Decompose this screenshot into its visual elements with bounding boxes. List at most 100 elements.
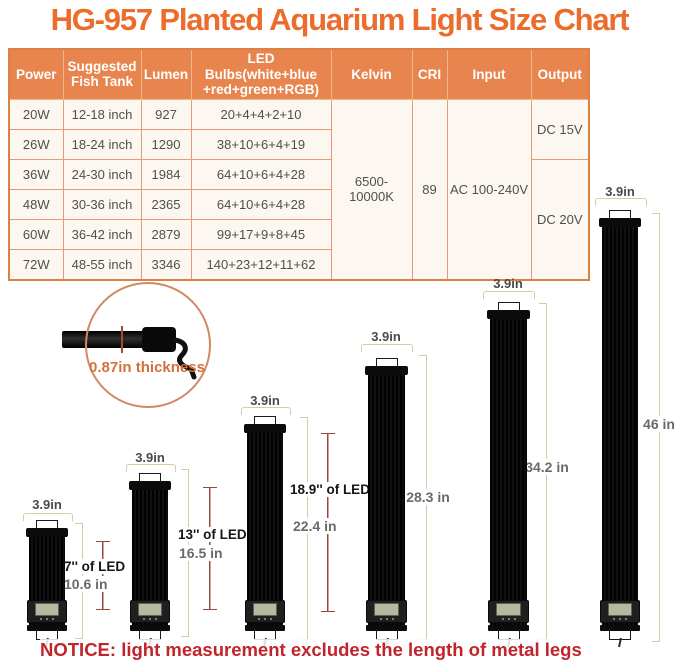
light-5-length-label: 34.2 in (523, 459, 571, 475)
header-led-bulbs: LED Bulbs(white+blue +red+green+RGB) (190, 48, 332, 100)
cell-bulbs: 38+10+6+4+19 (190, 128, 332, 160)
control-buttons (367, 618, 406, 620)
table-row: 20W 12-18 inch 927 20+4+4+2+10 6500-1000… (8, 98, 590, 281)
light-3-length-label: 22.4 in (291, 518, 339, 534)
header-fish-tank: Suggested Fish Tank (62, 48, 142, 100)
output-dc20-value: DC 20V (530, 158, 590, 281)
cell-lumen: 1984 (140, 158, 192, 190)
lcd-display (488, 600, 529, 623)
output-dc15-value: DC 15V (530, 98, 590, 160)
top-cap (365, 366, 408, 375)
cell-bulbs: 20+4+4+2+10 (190, 98, 332, 130)
light-1-width-bracket (23, 513, 73, 521)
lcd-display (600, 600, 640, 623)
bottom-cap (27, 625, 67, 631)
metal-leg-top (36, 520, 58, 531)
header-lumen: Lumen (140, 48, 192, 100)
lcd-screen (374, 603, 399, 616)
top-cap (599, 218, 641, 227)
light-3-bar (244, 416, 286, 648)
metal-leg-top (609, 210, 631, 221)
cri-value: 89 (411, 98, 448, 281)
lcd-screen (137, 603, 163, 616)
metal-leg-top (139, 473, 161, 484)
table-row: 60W 36-42 inch 2879 99+17+9+8+45 (8, 218, 589, 250)
light-2-led-label: 13'' of LED (176, 527, 249, 542)
cell-lumen: 1290 (140, 128, 192, 160)
top-cap (487, 310, 530, 319)
header-power: Power (8, 48, 64, 100)
cell-power: 26W (8, 128, 64, 160)
light-4-width-bracket (361, 344, 413, 352)
control-buttons (131, 618, 169, 620)
header-cri: CRI (411, 48, 448, 100)
cell-tank: 18-24 inch (62, 128, 142, 160)
cell-tank: 12-18 inch (62, 98, 142, 130)
header-input: Input (446, 48, 532, 100)
thickness-callout-circle (85, 282, 211, 408)
power-cord (618, 637, 622, 648)
bottom-cap (366, 625, 407, 631)
header-kelvin: Kelvin (330, 48, 413, 100)
lcd-screen (34, 603, 60, 616)
light-6-length-label: 46 in (641, 416, 677, 432)
thickness-label: 0.87in thickness (89, 359, 205, 376)
top-cap (244, 424, 286, 433)
light-3-led-label: 18.9'' of LED (288, 482, 372, 497)
cell-bulbs: 99+17+9+8+45 (190, 218, 332, 250)
light-4-length-label: 28.3 in (404, 489, 452, 505)
lcd-screen (496, 603, 521, 616)
metal-leg-top (375, 358, 398, 369)
cell-bulbs: 64+10+6+4+28 (190, 188, 332, 220)
cell-power: 20W (8, 98, 64, 130)
bottom-cap (600, 625, 640, 631)
top-cap (26, 528, 68, 537)
header-led-bulbs-line1: LED Bulbs(white+blue (204, 51, 318, 82)
spec-table: Power Suggested Fish Tank Lumen LED Bulb… (8, 48, 590, 281)
metal-leg-top (497, 302, 520, 313)
control-buttons (28, 618, 66, 620)
lcd-screen (252, 603, 278, 616)
light-4-bar (365, 358, 408, 648)
light-2-width-label: 3.9in (135, 450, 165, 465)
cell-power: 36W (8, 158, 64, 190)
light-2-width-bracket (126, 464, 176, 472)
thickness-marker-line (121, 326, 123, 353)
light-6-width-label: 3.9in (605, 184, 635, 199)
table-row: 48W 30-36 inch 2365 64+10+6+4+28 (8, 188, 589, 220)
light-1-bar (26, 520, 68, 648)
cell-lumen: 2879 (140, 218, 192, 250)
light-1-width-label: 3.9in (32, 497, 62, 512)
cell-power: 72W (8, 248, 64, 281)
bottom-cap (130, 625, 170, 631)
kelvin-value: 6500-10000K (330, 98, 413, 281)
bottom-cap (488, 625, 529, 631)
notice-text: NOTICE: light measurement excludes the l… (40, 639, 586, 661)
cell-power: 48W (8, 188, 64, 220)
header-output: Output (530, 48, 590, 100)
light-1-length-label: 10.6 in (62, 576, 110, 592)
light-5-width-label: 3.9in (493, 276, 523, 291)
table-row: 36W 24-30 inch 1984 64+10+6+4+28 DC 20V (8, 158, 590, 281)
bottom-cap (245, 625, 285, 631)
control-buttons (246, 618, 284, 620)
control-buttons (489, 618, 528, 620)
light-6-bar (599, 210, 641, 648)
light-1-led-line (96, 541, 110, 610)
light-2-bar (129, 473, 171, 648)
lcd-screen (607, 603, 633, 616)
lcd-display (245, 600, 285, 623)
light-1-led-label: 7'' of LED (62, 559, 128, 574)
light-5-width-bracket (483, 291, 535, 299)
light-3-width-label: 3.9in (250, 393, 280, 408)
light-2-length-label: 16.5 in (177, 545, 225, 561)
cell-lumen: 3346 (140, 248, 192, 281)
metal-leg-top (254, 416, 276, 427)
cell-tank: 30-36 inch (62, 188, 142, 220)
cell-power: 60W (8, 218, 64, 250)
light-5-bar (487, 302, 530, 648)
light-6-width-bracket (595, 198, 647, 206)
lcd-display (130, 600, 170, 623)
page-title: HG-957 Planted Aquarium Light Size Chart (50, 2, 630, 37)
